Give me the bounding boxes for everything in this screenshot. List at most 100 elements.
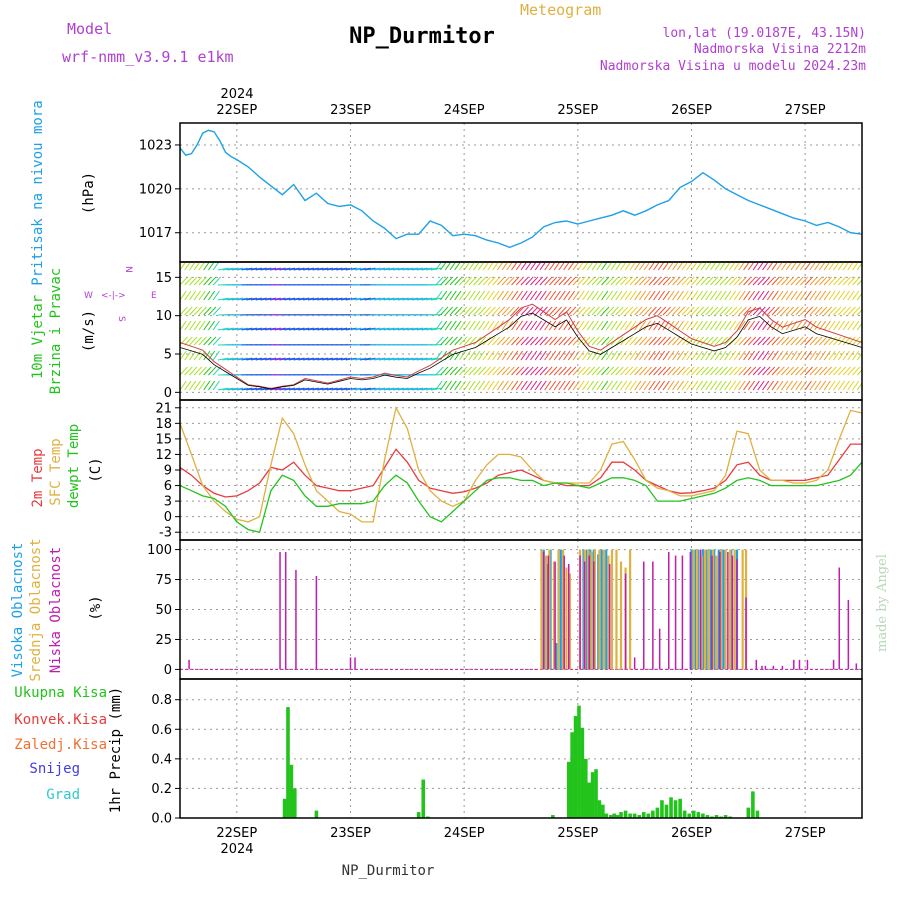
pressure-line (180, 129, 862, 249)
wind-barb (762, 336, 771, 346)
wind-barb (303, 297, 315, 301)
wind-barb (255, 387, 267, 391)
wind-barb (856, 369, 862, 376)
cloud-bar (315, 575, 318, 670)
wind-barb (833, 290, 841, 301)
wind-barb (837, 320, 846, 331)
wind-barb (681, 290, 689, 301)
precip-bar (746, 807, 751, 818)
wind-barb (397, 387, 409, 391)
cloud-bar (730, 549, 733, 670)
wind-barb (321, 357, 334, 361)
wind-barb (700, 336, 709, 346)
wind-barb (544, 366, 553, 376)
wind-barb (591, 320, 599, 331)
wind-barb (738, 276, 747, 286)
wind-barb (222, 327, 234, 331)
compass-north-label: N (123, 266, 133, 273)
cloud-bar (608, 563, 611, 670)
wind-barb (478, 366, 487, 376)
wind-barb (189, 290, 197, 301)
x-tick-label-top: 25SEP (557, 103, 598, 118)
wind-barb (766, 366, 776, 376)
wind-barb (615, 380, 623, 391)
wind-barb (312, 267, 324, 271)
wind-barb (534, 290, 542, 301)
wind-barb (847, 290, 855, 301)
wind-barb (198, 350, 206, 361)
temperature-line (180, 461, 862, 533)
wind-barb (397, 267, 409, 271)
wind-barb (700, 320, 708, 331)
wind-barb (648, 380, 656, 391)
wind-barb (662, 350, 670, 361)
wind-barb (222, 297, 234, 301)
wind-barb (241, 387, 253, 391)
wind-barb (463, 290, 471, 301)
altitude-model-label: Nadmorska Visina u modelu 2024.23m (600, 59, 866, 74)
wind-barb (435, 380, 443, 391)
cloud-bar (568, 573, 571, 670)
wind-barb (800, 350, 808, 361)
wind-barb (421, 267, 433, 271)
wind-barb (350, 327, 362, 331)
y-tick-label: 0 (164, 386, 172, 401)
wind-barb (260, 327, 272, 331)
wind-barb (743, 276, 752, 286)
wind-barb (355, 357, 367, 361)
compass-south-label: S (116, 316, 126, 322)
wind-barb (743, 290, 751, 301)
wind-barb (222, 267, 234, 271)
wind-barb (605, 336, 615, 346)
wind-barb (610, 306, 619, 316)
wind-barb (515, 336, 525, 346)
wind-barb (563, 320, 571, 331)
panels: 1017 1020 1023 Pritisak na nivou mora (hPa) 2… (10, 100, 863, 841)
wind-barb (638, 290, 647, 301)
wind-barb (534, 380, 542, 391)
wind-barb (520, 366, 529, 376)
wind-barb (686, 350, 694, 361)
precip-bar (660, 800, 664, 818)
wind-barb (572, 380, 580, 391)
y-tick-label: 3 (164, 495, 172, 510)
wind-barb (738, 336, 747, 346)
wind-barb (189, 336, 198, 346)
wind-barb (383, 297, 395, 301)
wind-barb (624, 320, 632, 331)
wind-barb (752, 366, 761, 376)
wind-barb (847, 380, 855, 391)
precip-bar (416, 812, 421, 818)
wind-barb (411, 297, 423, 301)
wind-barb (506, 380, 514, 391)
wind-barb (303, 387, 315, 391)
wind-barb (842, 306, 851, 316)
wind-barb (440, 306, 449, 316)
precip-bar (619, 812, 623, 818)
wind-barb (672, 320, 680, 331)
wind-barb (586, 276, 596, 286)
wind-barb (733, 350, 741, 361)
cloud-bar (188, 659, 190, 670)
cloud-bar (838, 567, 841, 670)
wind-barb (298, 357, 310, 361)
wind-barb (795, 276, 804, 286)
wind-barb (710, 276, 719, 286)
y-tick-label: 1017 (139, 226, 172, 241)
wind-barb (487, 380, 495, 391)
wind-barb (747, 336, 757, 346)
wind-barb (539, 290, 547, 301)
wind-barb (383, 387, 395, 391)
wind-barb (856, 322, 862, 331)
y-tick-label: 0.8 (151, 693, 172, 708)
y-tick-label: 0.4 (151, 752, 172, 767)
wind-barb (681, 366, 690, 376)
wind-barb (620, 366, 629, 376)
wind-barb (747, 380, 756, 391)
wind-barb (236, 327, 248, 331)
wind-barb (596, 380, 604, 391)
wind-barb (265, 357, 277, 361)
wind-barb (785, 336, 795, 346)
wind-barb (336, 357, 348, 361)
cloud-bar (540, 549, 543, 670)
